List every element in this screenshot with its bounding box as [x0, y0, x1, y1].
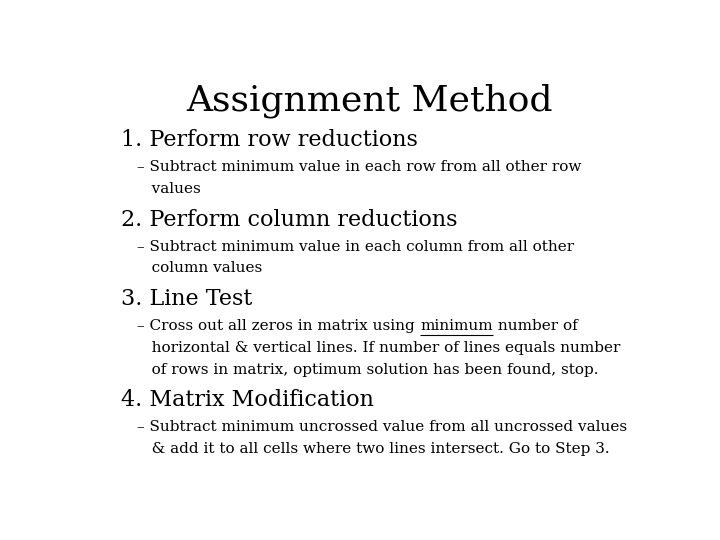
Text: 3. Line Test: 3. Line Test — [121, 288, 252, 310]
Text: – Subtract minimum uncrossed value from all uncrossed values: – Subtract minimum uncrossed value from … — [138, 420, 628, 434]
Text: 4. Matrix Modification: 4. Matrix Modification — [121, 389, 374, 411]
Text: values: values — [138, 182, 201, 196]
Text: & add it to all cells where two lines intersect. Go to Step 3.: & add it to all cells where two lines in… — [138, 442, 610, 456]
Text: of rows in matrix, optimum solution has been found, stop.: of rows in matrix, optimum solution has … — [138, 362, 599, 376]
Text: number of: number of — [492, 319, 577, 333]
Text: horizontal & vertical lines. If number of lines equals number: horizontal & vertical lines. If number o… — [138, 341, 621, 355]
Text: – Subtract minimum value in each row from all other row: – Subtract minimum value in each row fro… — [138, 160, 582, 174]
Text: – Cross out all zeros in matrix using: – Cross out all zeros in matrix using — [138, 319, 420, 333]
Text: 2. Perform column reductions: 2. Perform column reductions — [121, 208, 457, 231]
Text: – Subtract minimum value in each column from all other: – Subtract minimum value in each column … — [138, 240, 575, 254]
Text: minimum: minimum — [420, 319, 492, 333]
Text: 1. Perform row reductions: 1. Perform row reductions — [121, 129, 418, 151]
Text: column values: column values — [138, 261, 263, 275]
Text: Assignment Method: Assignment Method — [186, 84, 552, 118]
